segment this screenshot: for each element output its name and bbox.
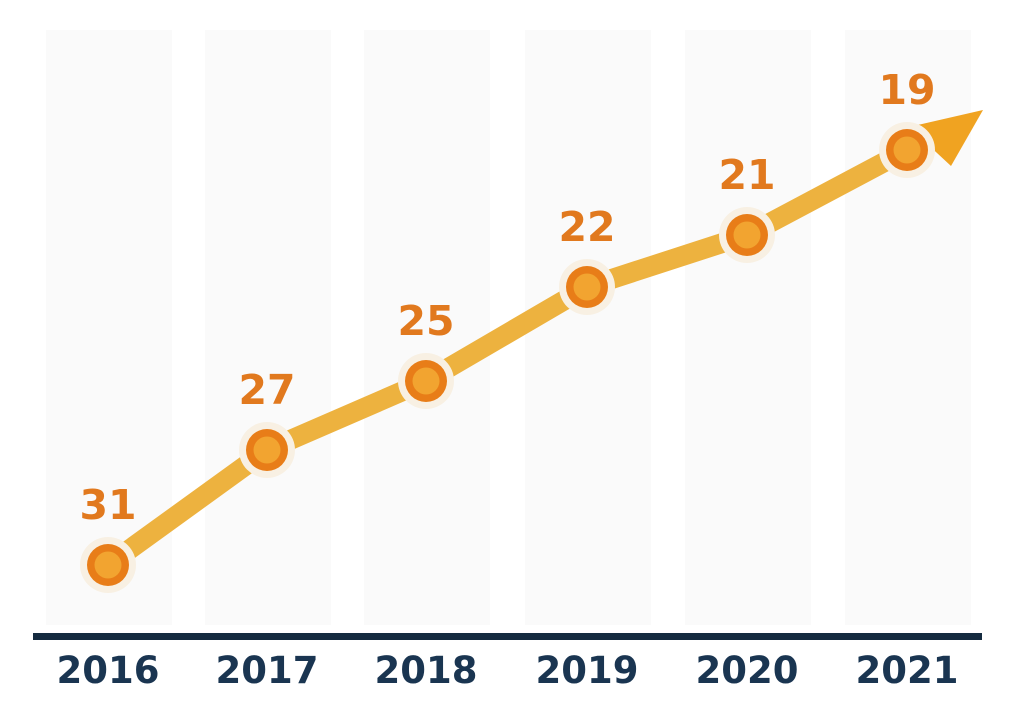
data-point-2019 bbox=[573, 273, 601, 301]
x-axis-label-2020: 2020 bbox=[695, 649, 799, 692]
x-axis-label-2016: 2016 bbox=[56, 649, 160, 692]
trend-line bbox=[102, 141, 912, 574]
year-band-2018 bbox=[364, 30, 490, 625]
data-point-2021 bbox=[893, 136, 921, 164]
data-point-2016 bbox=[94, 551, 122, 579]
data-point-2018 bbox=[412, 367, 440, 395]
x-axis-label-2017: 2017 bbox=[215, 649, 319, 692]
x-axis-label-2018: 2018 bbox=[374, 649, 478, 692]
year-band-2019 bbox=[525, 30, 651, 625]
x-axis-label-2019: 2019 bbox=[535, 649, 639, 692]
year-band-2020 bbox=[685, 30, 811, 625]
year-band-2017 bbox=[205, 30, 331, 625]
value-label-2016: 31 bbox=[79, 481, 136, 529]
x-axis-label-2021: 2021 bbox=[855, 649, 959, 692]
value-label-2018: 25 bbox=[397, 297, 454, 345]
data-point-2017 bbox=[253, 436, 281, 464]
data-point-2020 bbox=[733, 221, 761, 249]
value-label-2019: 22 bbox=[558, 203, 615, 251]
value-label-2021: 19 bbox=[878, 66, 935, 114]
value-label-2017: 27 bbox=[238, 366, 295, 414]
x-axis-line bbox=[33, 633, 982, 640]
arrowhead-icon bbox=[909, 110, 983, 166]
value-label-2020: 21 bbox=[718, 151, 775, 199]
